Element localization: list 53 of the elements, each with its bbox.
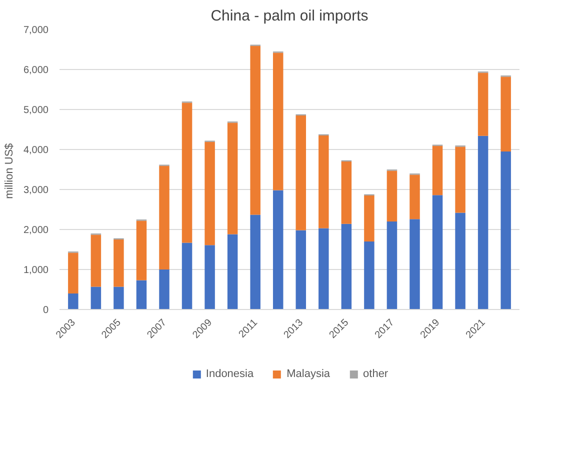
bar [455,212,466,310]
bar [250,46,260,215]
legend-label: Indonesia [206,368,254,380]
bar [182,242,192,310]
bar [500,76,511,152]
bar [364,242,374,310]
y-tick-label: 7,000 [23,25,49,36]
y-tick-label: 5,000 [23,105,49,116]
bar [159,270,170,310]
bar [478,136,488,310]
y-tick-label: 3,000 [23,185,49,196]
bar [386,222,398,310]
bar [410,174,420,220]
bar [227,122,238,234]
y-tick-label: 0 [42,305,49,316]
bar [296,230,306,310]
bar [272,52,284,190]
bar [341,162,352,224]
bar [204,245,215,310]
bar [386,170,398,222]
chart-title: China - palm oil imports [210,8,368,24]
bar [136,280,147,310]
y-axis-title: million US$ [3,143,16,199]
bar [114,286,124,310]
bar [204,142,215,246]
legend-label: other [363,368,388,380]
bar [341,224,352,310]
bar [364,196,374,242]
y-tick-label: 2,000 [23,225,49,236]
bar [227,234,238,310]
bar [318,228,329,310]
bar [432,195,443,310]
bar [90,234,102,287]
y-tick-label: 1,000 [23,265,49,276]
bar [478,72,488,136]
y-tick-label: 6,000 [23,65,49,76]
bar [159,166,170,270]
bar [90,286,102,310]
bar [318,136,329,228]
bar [455,146,466,213]
bar [250,214,260,310]
y-tick-label: 4,000 [23,145,49,156]
bar [500,152,511,310]
bar [296,116,306,230]
bar [136,220,147,280]
bar [410,219,420,310]
bar [182,102,192,243]
legend-label: Malaysia [286,368,330,380]
bar [272,190,284,310]
bar [68,252,78,294]
bar [68,294,78,310]
bar [432,146,443,196]
bar [114,240,124,287]
